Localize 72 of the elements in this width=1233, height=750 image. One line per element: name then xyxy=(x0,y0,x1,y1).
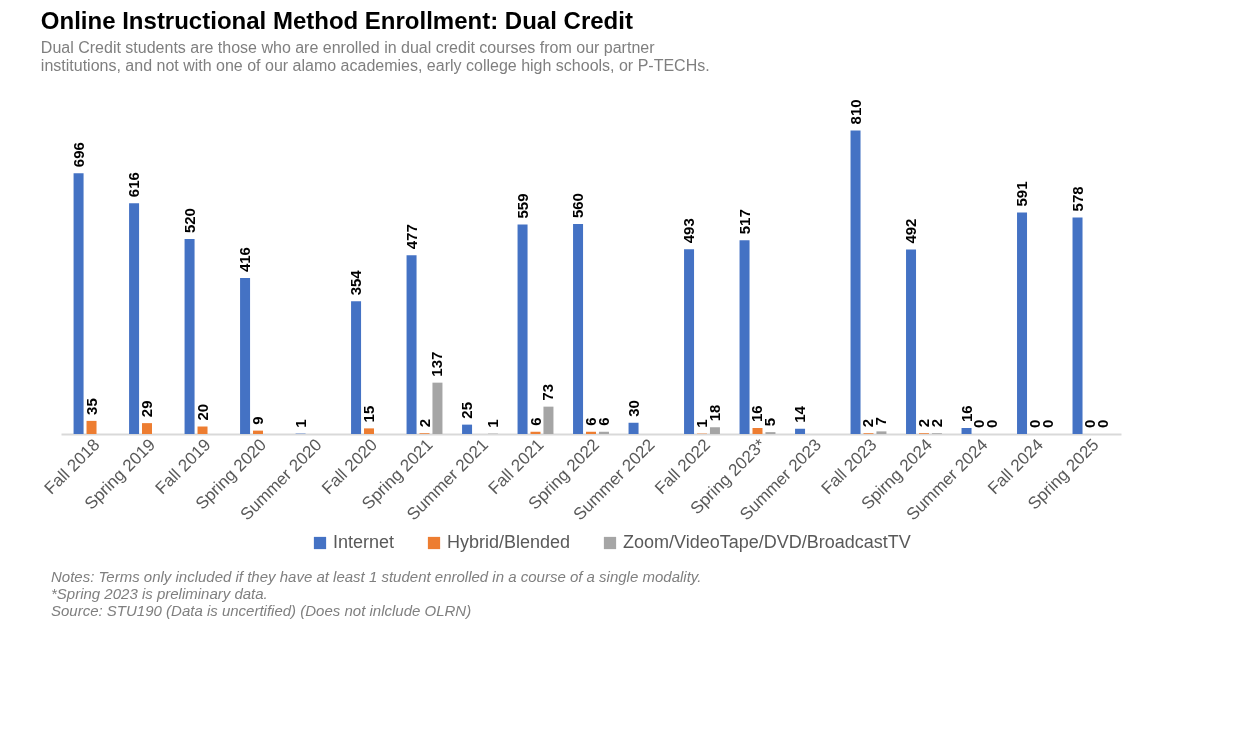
data-label: 9 xyxy=(249,416,267,425)
bar xyxy=(586,431,596,434)
bar xyxy=(573,224,584,434)
data-label: 30 xyxy=(624,400,642,417)
bar xyxy=(462,424,473,434)
bar xyxy=(1072,217,1083,434)
data-label: 810 xyxy=(846,99,864,125)
data-label: 559 xyxy=(513,193,531,219)
bar xyxy=(752,428,763,434)
data-label: 416 xyxy=(236,247,254,273)
data-label: 2 xyxy=(914,418,932,428)
bar xyxy=(876,431,887,434)
bar xyxy=(406,255,417,434)
data-label: 25 xyxy=(458,401,476,419)
bar xyxy=(432,382,443,434)
text: Notes: Terms only included if they have at least 1 student enrolled in a course of a single modality. xyxy=(51,568,702,586)
bar xyxy=(86,420,97,434)
data-label: 520 xyxy=(180,208,198,234)
bar xyxy=(184,239,195,434)
legend-label: Hybrid/Blended xyxy=(447,532,571,552)
data-label: 6 xyxy=(582,417,599,426)
bar xyxy=(240,278,251,434)
legend-label: Zoom/VideoTape/DVD/BroadcastTV xyxy=(623,532,911,552)
bar xyxy=(906,249,917,434)
bar xyxy=(598,431,609,434)
data-label: 20 xyxy=(193,403,211,421)
data-label: 517 xyxy=(735,209,753,235)
data-label: 35 xyxy=(82,398,100,415)
bar xyxy=(129,203,140,434)
bar xyxy=(684,249,695,434)
data-label: 0 xyxy=(983,419,1001,428)
chart-title: Online Instructional Method Enrollment: Dual Credit xyxy=(40,7,633,34)
data-label: 14 xyxy=(791,405,809,423)
legend-label: Internet xyxy=(333,532,395,552)
bar xyxy=(197,426,208,434)
data-label: 15 xyxy=(360,405,378,423)
data-label: 493 xyxy=(680,218,698,244)
data-label: 1 xyxy=(483,419,501,428)
bar xyxy=(351,301,362,434)
bar xyxy=(961,428,972,434)
bar xyxy=(73,173,84,434)
data-label: 73 xyxy=(539,383,557,401)
bar xyxy=(364,428,375,434)
bar xyxy=(1017,212,1028,434)
data-label: 492 xyxy=(902,218,920,244)
bar xyxy=(530,431,541,434)
text: *Spring 2023 is preliminary data. xyxy=(51,585,268,602)
data-label: 354 xyxy=(347,269,365,296)
data-label: 696 xyxy=(69,142,87,168)
bar xyxy=(709,427,720,434)
data-label: 1 xyxy=(692,419,710,428)
bar xyxy=(142,423,153,434)
data-label: 616 xyxy=(125,172,143,198)
data-label: 477 xyxy=(402,224,420,250)
source-note: Source: STU190 (Data is uncertified) (Does not inlclude OLRN) xyxy=(51,601,472,619)
bar xyxy=(628,422,639,434)
data-label: 1 xyxy=(291,419,309,428)
data-label: 560 xyxy=(569,193,587,219)
data-label: 2 xyxy=(415,418,433,428)
bar xyxy=(795,428,806,434)
data-label: 29 xyxy=(138,400,156,418)
bar xyxy=(517,224,528,434)
bar xyxy=(850,130,861,434)
data-label: 16 xyxy=(957,405,975,422)
chart-subtitle: Dual Credit students are those who are enrolled in dual credit courses from our partner institutions, and not with one of our alamo academies, early college high schools, or P-TECHs. xyxy=(40,39,710,74)
data-label: 578 xyxy=(1068,186,1086,212)
data-label: 137 xyxy=(428,351,446,377)
data-label: 591 xyxy=(1013,181,1031,207)
bar xyxy=(543,406,554,434)
bar xyxy=(739,240,750,434)
data-label: 6 xyxy=(526,417,544,426)
data-label: 0 xyxy=(1025,419,1043,428)
